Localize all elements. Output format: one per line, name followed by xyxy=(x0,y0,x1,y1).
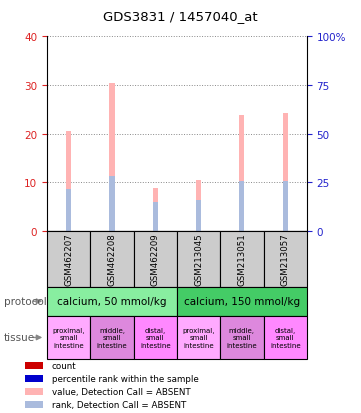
Bar xyxy=(196,180,201,231)
Text: count: count xyxy=(52,361,76,370)
Bar xyxy=(109,177,114,231)
Text: GSM213051: GSM213051 xyxy=(238,233,246,285)
Bar xyxy=(239,116,244,231)
Text: GSM213057: GSM213057 xyxy=(281,233,290,285)
Text: distal,
small
intestine: distal, small intestine xyxy=(270,327,300,348)
Bar xyxy=(47,287,177,316)
Bar xyxy=(66,190,71,231)
Bar xyxy=(220,231,264,287)
Bar xyxy=(66,132,71,231)
Text: tissue: tissue xyxy=(4,332,35,343)
Text: distal,
small
intestine: distal, small intestine xyxy=(140,327,170,348)
Text: percentile rank within the sample: percentile rank within the sample xyxy=(52,374,198,383)
Bar xyxy=(90,231,134,287)
Bar xyxy=(239,181,244,231)
Text: GDS3831 / 1457040_at: GDS3831 / 1457040_at xyxy=(103,10,258,23)
Bar xyxy=(153,202,158,231)
Text: middle,
small
intestine: middle, small intestine xyxy=(227,327,257,348)
Bar xyxy=(177,316,220,359)
Bar xyxy=(134,231,177,287)
Text: calcium, 150 mmol/kg: calcium, 150 mmol/kg xyxy=(184,297,300,306)
Bar xyxy=(134,316,177,359)
Text: calcium, 50 mmol/kg: calcium, 50 mmol/kg xyxy=(57,297,167,306)
Bar xyxy=(25,375,43,382)
Bar xyxy=(25,388,43,395)
Bar xyxy=(25,401,43,408)
Text: middle,
small
intestine: middle, small intestine xyxy=(97,327,127,348)
Bar xyxy=(220,316,264,359)
Bar xyxy=(264,231,307,287)
Text: proximal,
small
intestine: proximal, small intestine xyxy=(52,327,85,348)
Text: GSM462208: GSM462208 xyxy=(108,233,116,285)
Text: GSM213045: GSM213045 xyxy=(194,233,203,285)
Bar xyxy=(196,201,201,231)
Bar xyxy=(90,316,134,359)
Bar xyxy=(177,231,220,287)
Bar xyxy=(283,113,288,231)
Bar xyxy=(177,287,307,316)
Bar xyxy=(153,189,158,231)
Bar xyxy=(264,316,307,359)
Bar xyxy=(25,362,43,369)
Text: GSM462207: GSM462207 xyxy=(64,233,73,285)
Bar xyxy=(109,84,114,231)
Text: value, Detection Call = ABSENT: value, Detection Call = ABSENT xyxy=(52,387,190,396)
Bar xyxy=(47,231,90,287)
Bar xyxy=(47,316,90,359)
Text: protocol: protocol xyxy=(4,297,46,306)
Bar xyxy=(283,181,288,231)
Text: rank, Detection Call = ABSENT: rank, Detection Call = ABSENT xyxy=(52,400,186,409)
Text: GSM462209: GSM462209 xyxy=(151,233,160,285)
Text: proximal,
small
intestine: proximal, small intestine xyxy=(182,327,215,348)
